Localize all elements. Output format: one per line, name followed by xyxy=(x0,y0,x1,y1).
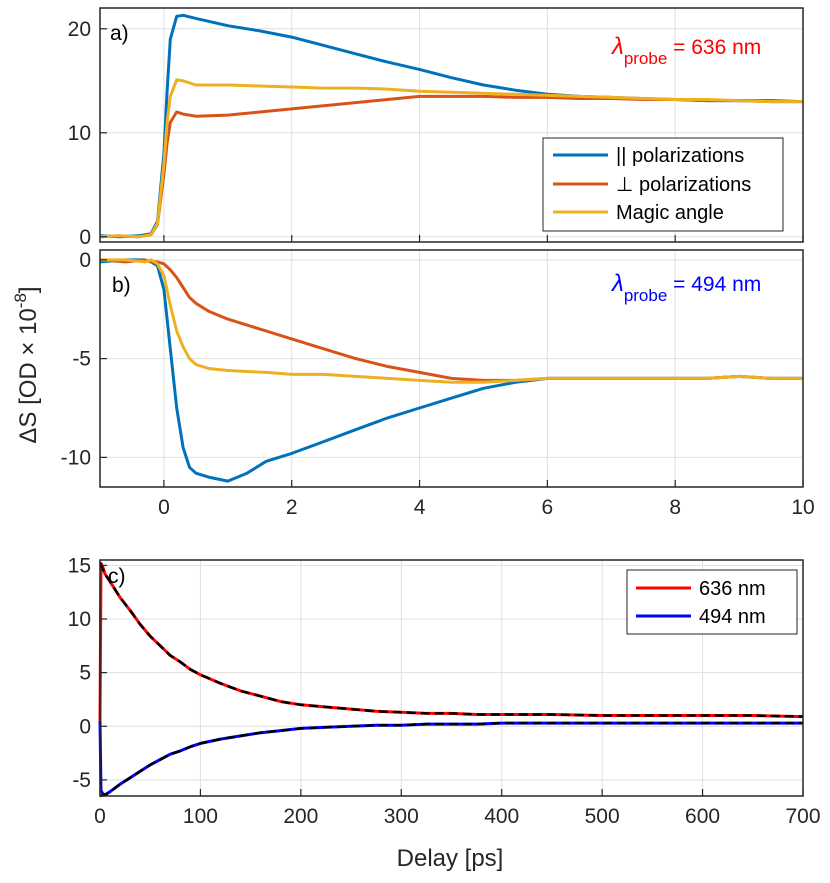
panel-b-annotation-subscript: probe xyxy=(624,286,667,305)
legend-label-magic: Magic angle xyxy=(616,202,724,224)
panel-c-series-1 xyxy=(98,720,803,797)
panel-a-annotation-symbol: λ xyxy=(610,33,624,60)
panel-a-annotation: λprobe = 636 nm xyxy=(610,33,761,68)
panel-c-legend: 636 nm 494 nm xyxy=(626,569,798,635)
y-axis-label-close: ] xyxy=(15,286,42,293)
legend-label-perp: ⊥ polarizations xyxy=(616,174,751,196)
panel-c-ytick-label-1: 0 xyxy=(79,715,91,738)
panel-b-ytick-label-1: -5 xyxy=(72,348,91,371)
panel-a-annotation-text: = 636 nm xyxy=(667,36,761,59)
panel-c-xtick-label-1: 100 xyxy=(183,805,218,828)
panel-c-xtick-label-6: 600 xyxy=(685,805,720,828)
panel-b-annotation-text: = 494 nm xyxy=(667,273,761,296)
panel-c-xtick-label-3: 300 xyxy=(384,805,419,828)
panel-b-xtick-label-0: 0 xyxy=(158,496,170,519)
y-axis-label: ΔS [OD × 10-8] xyxy=(11,286,42,443)
panel-c-xtick-label-4: 400 xyxy=(484,805,519,828)
panel-a-annotation-subscript: probe xyxy=(624,49,667,68)
panel-a-ytick-label-0: 0 xyxy=(79,226,91,249)
legend-label-parallel: || polarizations xyxy=(616,145,744,167)
panel-c-series xyxy=(98,561,804,798)
panel-b: 0 2 4 6 8 10 -10 -5 0 b) λprobe = 494 nm xyxy=(61,249,815,519)
panel-b-ytick-label-0: -10 xyxy=(61,446,91,469)
panel-b-xtick-label-4: 8 xyxy=(669,496,681,519)
panel-c-ytick-label-0: -5 xyxy=(72,769,91,792)
panel-c-frame xyxy=(99,559,804,797)
panel-b-xtick-label-5: 10 xyxy=(791,496,814,519)
panel-c-xtick-label-7: 700 xyxy=(785,805,820,828)
panel-c-fit-1 xyxy=(99,721,803,798)
panel-b-label: b) xyxy=(112,274,131,297)
legend-label-494: 494 nm xyxy=(699,606,766,628)
panel-a-frame xyxy=(99,7,804,243)
panel-b-annotation: λprobe = 494 nm xyxy=(610,270,761,305)
panel-a-series-2 xyxy=(99,78,803,239)
panel-b-annotation-symbol: λ xyxy=(610,270,624,297)
panel-c-xtick-label-0: 0 xyxy=(94,805,106,828)
panel-a-ytick-label-1: 10 xyxy=(68,122,91,145)
panel-c-ytick-label-4: 15 xyxy=(68,554,91,577)
legend-c-box xyxy=(626,569,798,635)
panel-a-ytick-label-2: 20 xyxy=(68,18,91,41)
panel-c-ytick-label-2: 5 xyxy=(79,662,91,685)
panel-b-xtick-label-1: 2 xyxy=(286,496,298,519)
panel-a: 0 10 20 a) λprobe = 636 nm || polarization… xyxy=(68,7,804,249)
panel-c-fit-0 xyxy=(98,562,804,718)
panel-b-xtick-label-3: 6 xyxy=(542,496,554,519)
y-axis-label-exp: -8 xyxy=(11,293,30,308)
x-axis-label: Delay [ps] xyxy=(397,845,504,872)
panel-a-ticks: 0 10 20 xyxy=(68,18,804,249)
panel-a-legend: || polarizations ⊥ polarizations Magic a… xyxy=(542,137,784,232)
panel-c-xtick-label-2: 200 xyxy=(283,805,318,828)
legend-label-636: 636 nm xyxy=(699,578,766,600)
panel-b-ticks: 0 2 4 6 8 10 -10 -5 0 xyxy=(61,249,815,519)
panel-c-label: c) xyxy=(108,565,126,588)
panel-b-series xyxy=(99,258,803,483)
panel-a-label: a) xyxy=(110,22,129,45)
panel-b-series-2 xyxy=(100,258,803,384)
panel-b-frame xyxy=(99,249,804,488)
panel-a-series xyxy=(99,13,804,239)
panel-b-ytick-label-2: 0 xyxy=(79,249,91,272)
panel-c-xtick-label-5: 500 xyxy=(585,805,620,828)
y-axis-label-main: ΔS [OD × 10 xyxy=(15,308,42,443)
panel-c-ytick-label-3: 10 xyxy=(68,608,91,631)
panel-b-xtick-label-2: 4 xyxy=(414,496,426,519)
